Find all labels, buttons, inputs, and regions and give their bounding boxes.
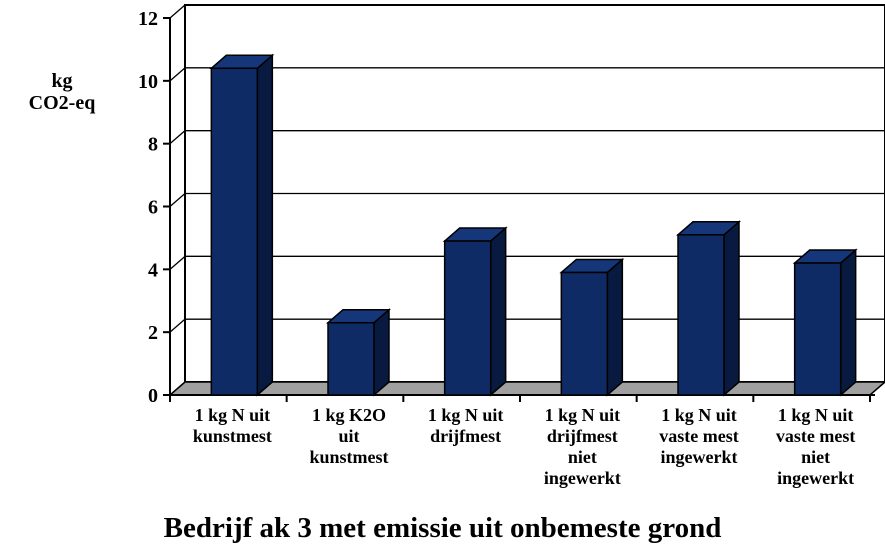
bar-side	[373, 308, 390, 397]
bar-side	[723, 220, 740, 397]
y-tick-label: 4	[148, 259, 158, 281]
bar-side	[606, 257, 624, 397]
bar	[792, 248, 858, 397]
x-category-label: 1 kg N uit vaste mest niet ingewerkt	[776, 405, 855, 488]
y-tick-label: 12	[138, 8, 158, 30]
bar-front	[677, 234, 725, 396]
bar	[325, 308, 392, 397]
y-tick-label: 8	[148, 134, 158, 156]
bar-side	[256, 53, 274, 397]
y-tick-label: 2	[148, 322, 158, 344]
x-category-label: 1 kg N uit vaste mest ingewerkt	[659, 405, 738, 467]
bar-front	[210, 67, 259, 396]
side-wall-line	[169, 67, 186, 82]
bar-front	[443, 240, 492, 396]
bar-front	[327, 321, 375, 396]
bar	[209, 53, 275, 397]
bar	[675, 220, 742, 397]
side-wall-line	[169, 130, 186, 145]
y-tick-label: 0	[148, 385, 158, 407]
y-axis-label-line-1: kg	[51, 70, 73, 92]
bar	[442, 226, 508, 397]
chart-title: Bedrijf ak 3 met emissie uit onbemeste g…	[163, 512, 722, 544]
side-wall-line	[169, 193, 186, 207]
x-category-label: 1 kg K2O uit kunstmest	[309, 405, 388, 467]
side-wall-line	[169, 255, 186, 270]
bar-front	[560, 271, 609, 396]
x-category-label: 1 kg N uit drijfmest	[428, 405, 504, 446]
bar-side	[839, 248, 857, 397]
bar-side	[489, 226, 507, 397]
side-wall-line	[169, 318, 186, 333]
y-axis-label: kg CO2-eq	[0, 70, 124, 114]
x-category-label: 1 kg N uit drijfmest niet ingewerkt	[544, 405, 621, 488]
bar-front	[793, 262, 842, 396]
y-tick-label: 6	[148, 197, 158, 219]
x-category-label: 1 kg N uit kunstmest	[193, 405, 272, 446]
y-axis-label-line-2: CO2-eq	[28, 92, 96, 114]
y-tick-label: 10	[138, 71, 158, 93]
bar	[559, 257, 625, 397]
side-wall-line	[169, 4, 186, 19]
plot-floor	[167, 381, 885, 396]
